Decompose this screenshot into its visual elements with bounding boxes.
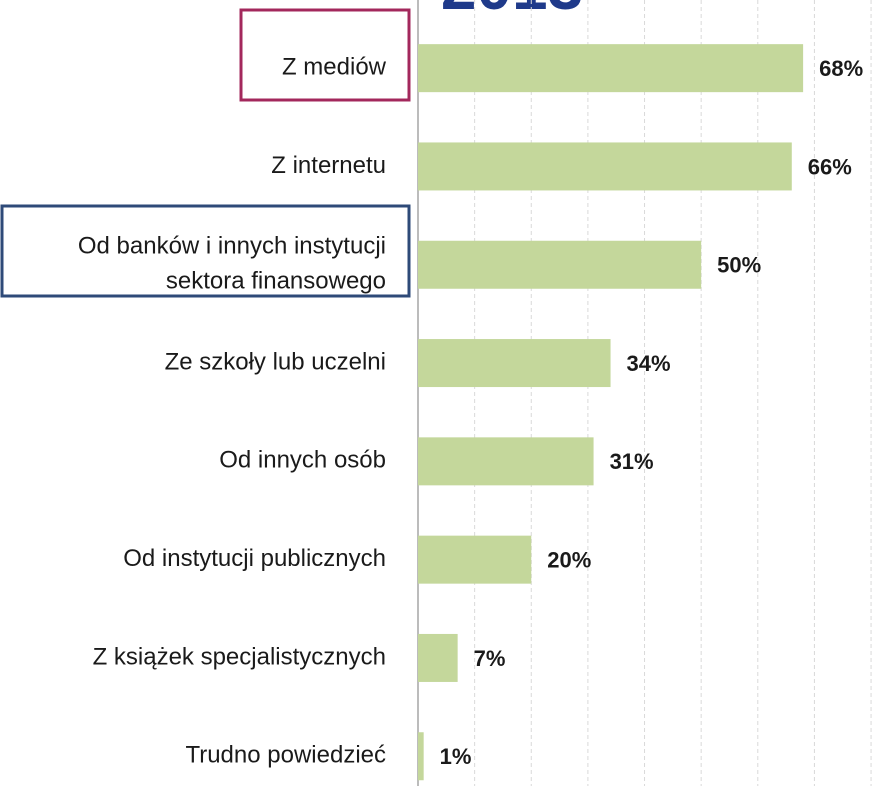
highlight-box — [239, 8, 411, 102]
bar — [418, 142, 792, 191]
y-tick-label: Z mediów — [282, 53, 387, 80]
y-tick-label: Od banków i innych instytucji sektora fin… — [78, 233, 386, 295]
bar — [418, 437, 594, 486]
bar — [418, 339, 611, 388]
bar — [418, 633, 458, 682]
data-label: 31% — [610, 449, 654, 474]
bar — [418, 44, 804, 93]
y-tick-label-line: Od banków i innych instytucji — [78, 233, 386, 260]
y-tick-label: Z książek specjalistycznych — [93, 643, 386, 670]
chart-title: 2013 — [441, 0, 583, 23]
y-tick-label-line: sektora finansowego — [166, 268, 386, 295]
y-tick-label: Z internetu — [271, 152, 386, 179]
bar — [418, 240, 702, 289]
data-label: 66% — [808, 154, 852, 179]
data-label: 34% — [627, 351, 671, 376]
y-tick-label: Ze szkoły lub uczelni — [165, 348, 386, 375]
data-label: 68% — [819, 56, 863, 81]
y-tick-label: Trudno powiedzieć — [185, 742, 386, 769]
highlight-box — [0, 204, 411, 298]
data-label: 20% — [547, 547, 591, 572]
data-label: 7% — [474, 646, 506, 671]
y-tick-label: Od innych osób — [219, 447, 386, 474]
y-tick-label: Od instytucji publicznych — [123, 545, 386, 572]
bar — [418, 535, 532, 584]
data-label: 50% — [717, 253, 761, 278]
data-label: 1% — [440, 744, 472, 769]
bar — [418, 732, 424, 781]
